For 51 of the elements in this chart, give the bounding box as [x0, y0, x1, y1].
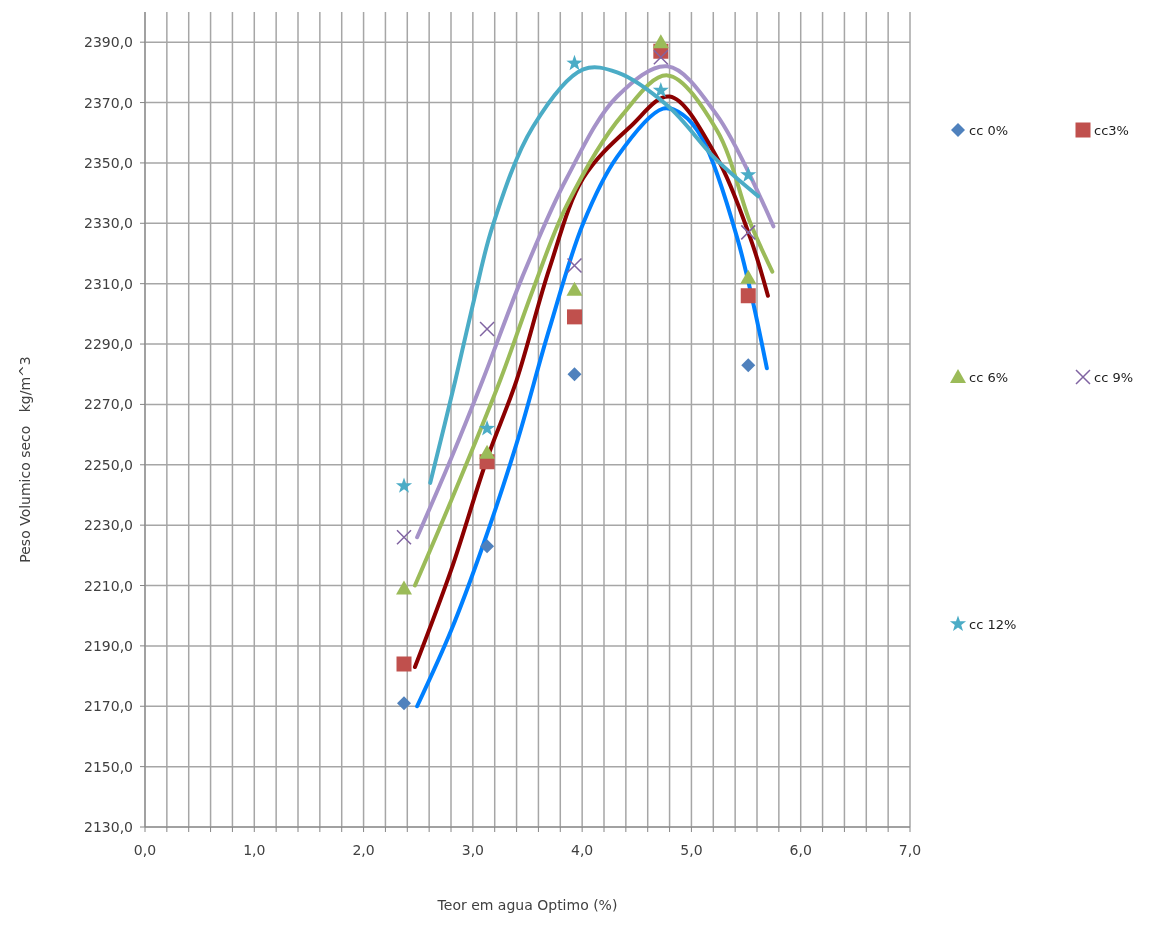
x-tick-label: 5,0 — [680, 842, 703, 858]
x-tick-label: 1,0 — [243, 842, 266, 858]
legend-label: cc 12% — [969, 617, 1017, 632]
x-tick-label: 7,0 — [898, 842, 922, 858]
y-tick-label: 2290,0 — [84, 336, 133, 353]
point — [652, 81, 669, 98]
y-tick-label: 2250,0 — [84, 456, 133, 473]
legend-label: cc 9% — [1094, 370, 1134, 385]
legend-label: cc 0% — [969, 123, 1009, 138]
point — [741, 358, 756, 373]
point — [478, 420, 496, 436]
point — [653, 49, 669, 66]
y-tick-label: 2190,0 — [84, 637, 133, 654]
y-tick-label: 2310,0 — [84, 275, 133, 292]
point — [740, 288, 756, 304]
point — [397, 696, 412, 711]
point — [566, 257, 583, 274]
point — [480, 539, 495, 554]
x-tick-label: 6,0 — [789, 842, 812, 858]
y-tick-label: 2330,0 — [84, 215, 133, 232]
point — [740, 224, 757, 241]
x-tick-label: 0,0 — [133, 842, 157, 858]
point — [566, 309, 582, 325]
point — [740, 166, 757, 182]
point — [652, 34, 669, 49]
y-tick-label: 2270,0 — [84, 396, 133, 413]
legend-label: cc 6% — [969, 370, 1009, 385]
y-tick-label: 2130,0 — [84, 819, 133, 835]
y-tick-label: 2210,0 — [84, 577, 133, 594]
x-tick-label: 4,0 — [571, 842, 594, 858]
x-tick-label: 2,0 — [352, 842, 375, 858]
y-tick-label: 2230,0 — [84, 517, 133, 534]
point — [740, 269, 757, 284]
point — [396, 656, 412, 672]
y-tick-label: 2170,0 — [84, 698, 133, 715]
point — [566, 281, 583, 296]
point — [566, 54, 583, 71]
point — [479, 321, 495, 337]
x-axis-title: Teor em agua Optimo (%) — [436, 897, 618, 913]
point — [396, 529, 412, 545]
legend-label: cc3% — [1094, 123, 1129, 138]
y-tick-label: 2150,0 — [84, 758, 133, 775]
y-tick-label: 2390,0 — [84, 34, 133, 51]
y-tick-label: 2370,0 — [84, 94, 133, 111]
point — [567, 367, 582, 382]
point — [396, 580, 413, 595]
point — [479, 444, 496, 459]
point — [395, 477, 413, 493]
y-tick-label: 2350,0 — [84, 154, 133, 171]
y-axis-title: Peso Volumico seco kg/m^3 — [17, 356, 33, 563]
x-tick-label: 3,0 — [461, 842, 484, 858]
